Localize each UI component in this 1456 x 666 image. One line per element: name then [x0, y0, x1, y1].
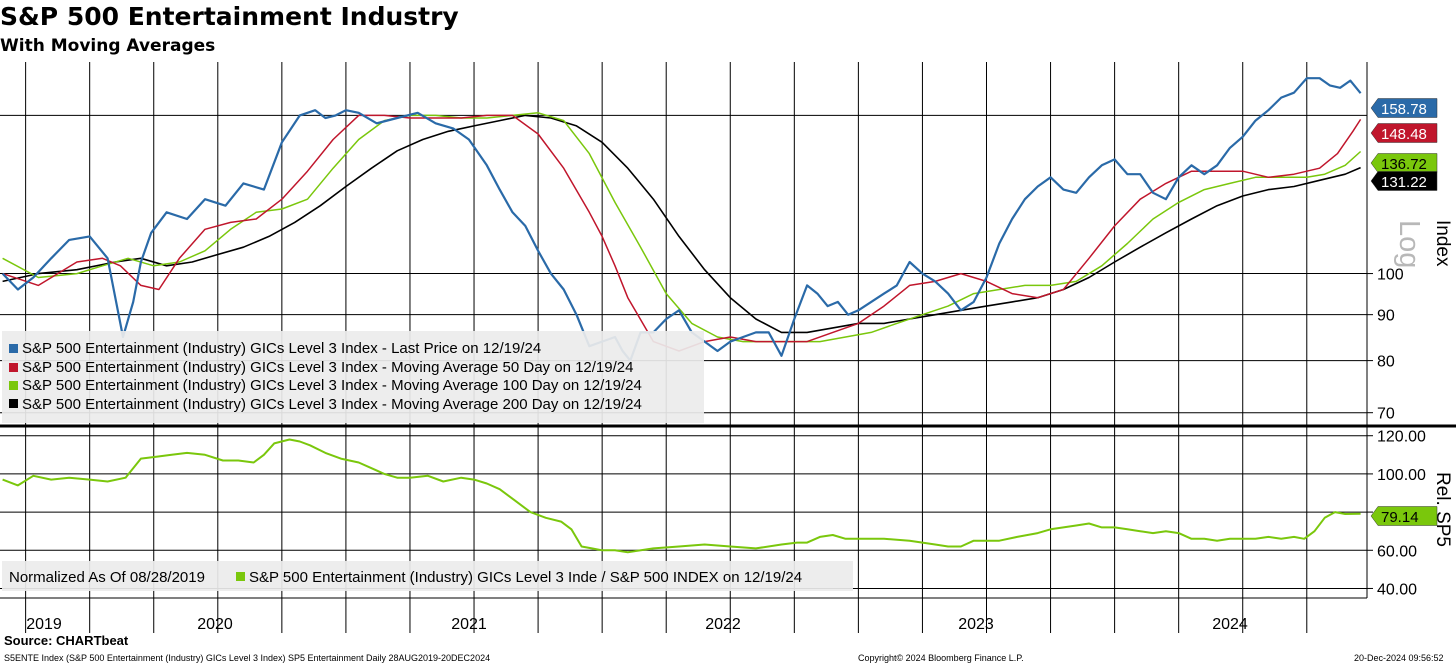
legend-swatch-ma200 — [9, 399, 18, 408]
x-label-2019: 2019 — [26, 616, 62, 633]
lower-legend: Normalized As Of 08/28/2019 S&P 500 Ente… — [2, 561, 853, 591]
log-scale-label: Log — [1393, 220, 1425, 268]
y-tick-label: 40.00 — [1377, 581, 1417, 598]
footer-timestamp: 20-Dec-2024 09:56:52 — [1354, 653, 1444, 663]
upper-axis-title: Index — [1432, 220, 1453, 267]
chart-title: S&P 500 Entertainment Industry — [0, 2, 459, 31]
value-tag-price-bg — [1370, 98, 1438, 118]
x-axis-labels: 2019 2020 2021 2022 2023 2024 — [26, 616, 1248, 633]
value-tag-ma50: 148.48 — [1381, 126, 1427, 143]
series-line-price — [1, 77, 1362, 362]
upper-legend-background — [2, 331, 704, 423]
lower-axis-title: Rel. SP5 — [1432, 472, 1453, 547]
lower-panel-lines — [2, 438, 1361, 554]
y-tick-label: 60.00 — [1377, 543, 1417, 560]
series-line-ratio — [2, 438, 1361, 554]
lower-legend-background — [2, 561, 853, 591]
legend-label-ma200: S&P 500 Entertainment (Industry) GICs Le… — [22, 396, 642, 413]
x-label-2022: 2022 — [705, 616, 741, 633]
value-tag-price: 158.78 — [1381, 101, 1427, 118]
value-tag-ratio-bg — [1370, 506, 1438, 526]
footer-copyright: Copyright© 2024 Bloomberg Finance L.P. — [858, 653, 1024, 663]
series-line-ma200 — [2, 114, 1361, 334]
legend-label-price: S&P 500 Entertainment (Industry) GICs Le… — [22, 340, 541, 357]
value-tag-ma100: 136.72 — [1381, 156, 1427, 173]
legend-swatch-ma50 — [9, 363, 18, 372]
legend-swatch-ma100 — [9, 381, 18, 390]
legend-label-ma50: S&P 500 Entertainment (Industry) GICs Le… — [22, 359, 633, 376]
legend-swatch-price — [9, 344, 18, 353]
x-label-2024: 2024 — [1212, 616, 1248, 633]
y-tick-label: 100 — [1377, 267, 1404, 284]
upper-panel-lines — [1, 77, 1362, 362]
value-tag-ma200-bg — [1370, 171, 1438, 191]
upper-legend: S&P 500 Entertainment (Industry) GICs Le… — [2, 331, 704, 423]
x-label-2021: 2021 — [451, 616, 487, 633]
normalized-label: Normalized As Of 08/28/2019 — [9, 569, 205, 586]
value-tag-ma200: 131.22 — [1381, 174, 1427, 191]
legend-label-ma100: S&P 500 Entertainment (Industry) GICs Le… — [22, 377, 642, 394]
chart-subtitle: With Moving Averages — [0, 36, 216, 56]
value-tag-ma50-bg — [1370, 123, 1438, 143]
legend-swatch-ratio — [236, 572, 245, 581]
value-tag-ma100-bg — [1370, 153, 1438, 173]
y-tick-label: 120.00 — [1377, 429, 1426, 446]
y-tick-label: 100.00 — [1377, 467, 1426, 484]
legend-label-ratio: S&P 500 Entertainment (Industry) GICs Le… — [249, 569, 802, 586]
source-note: Source: CHARTbeat — [4, 633, 129, 648]
x-label-2023: 2023 — [958, 616, 994, 633]
y-tick-label: 90 — [1377, 308, 1395, 325]
value-tag-ratio: 79.14 — [1381, 509, 1419, 526]
series-line-ma100 — [2, 112, 1362, 343]
y-tick-label: 70 — [1377, 406, 1395, 423]
y-tick-label: 80 — [1377, 354, 1395, 371]
x-label-2020: 2020 — [197, 616, 233, 633]
footer-ticker-info: S5ENTE Index (S&P 500 Entertainment (Ind… — [4, 653, 491, 663]
